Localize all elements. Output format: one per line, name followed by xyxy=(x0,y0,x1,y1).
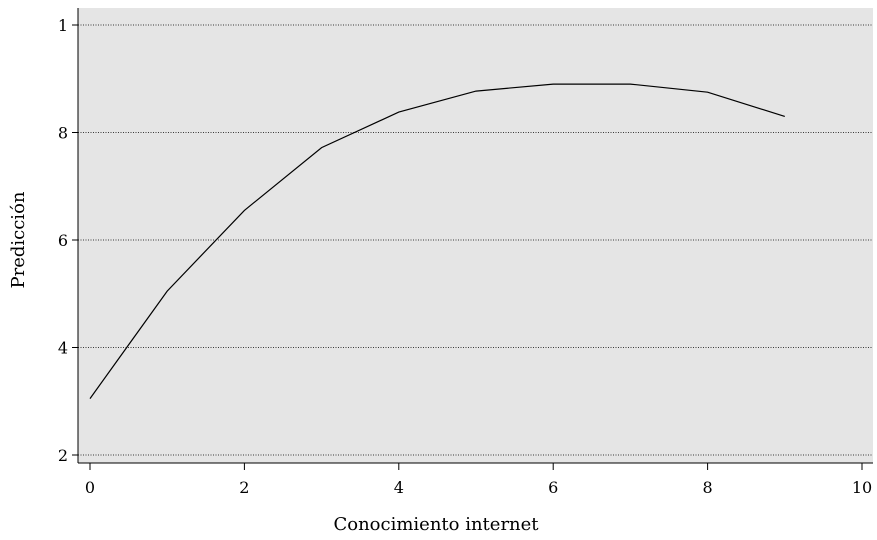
x-tick-label: 8 xyxy=(703,478,713,497)
x-tick-label: 10 xyxy=(852,478,872,497)
series-line xyxy=(89,83,785,399)
y-tick-label: 8 xyxy=(58,124,68,143)
x-axis-title: Conocimiento internet xyxy=(333,514,539,535)
y-tick-label: 1 xyxy=(58,16,68,35)
y-tick-label: 4 xyxy=(58,339,68,358)
y-tick-label: 6 xyxy=(58,231,68,250)
x-axis: 0 2 4 6 8 10 xyxy=(78,462,873,497)
y-axis: 2 4 6 8 1 xyxy=(58,8,79,465)
plot-area-background xyxy=(78,8,873,463)
y-axis-title: Predicción xyxy=(8,191,29,288)
series-group xyxy=(89,83,785,399)
x-tick-label: 6 xyxy=(548,478,558,497)
x-tick-label: 4 xyxy=(394,478,404,497)
gridlines xyxy=(78,24,873,456)
x-tick-label: 0 xyxy=(85,478,95,497)
x-tick-label: 2 xyxy=(239,478,249,497)
y-tick-label: 2 xyxy=(58,446,68,465)
